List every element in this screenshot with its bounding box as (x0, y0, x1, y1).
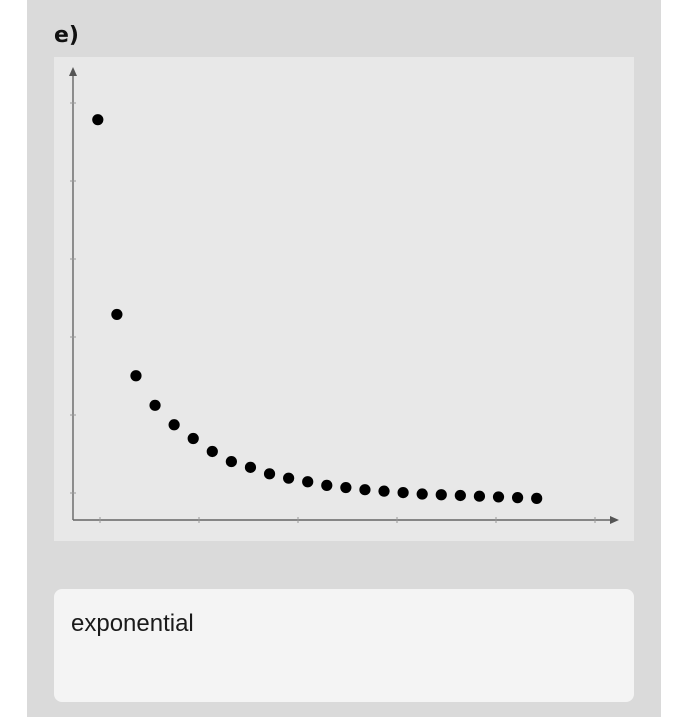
data-point (244, 461, 257, 473)
y-axis-arrow (69, 67, 77, 76)
answer-box[interactable]: exponential (54, 589, 634, 702)
data-point (187, 432, 199, 445)
scatter-plot-card (54, 57, 634, 541)
data-point (92, 114, 104, 126)
data-point (492, 491, 505, 503)
data-point (283, 472, 295, 484)
data-point (263, 468, 276, 480)
data-point (454, 489, 466, 502)
data-point (321, 479, 333, 491)
data-point (168, 419, 180, 431)
scatter-plot (69, 67, 619, 524)
data-point (111, 308, 123, 321)
data-point (149, 399, 161, 411)
data-point (206, 445, 218, 458)
data-point (473, 490, 486, 502)
data-point (511, 492, 524, 504)
answer-text: exponential (71, 610, 194, 637)
data-point (378, 485, 390, 497)
question-label: e) (54, 23, 79, 48)
data-point (359, 484, 371, 496)
data-point (130, 370, 142, 382)
data-point (225, 455, 237, 468)
data-point (397, 486, 409, 499)
data-point (416, 488, 428, 500)
data-point (340, 481, 352, 494)
data-point (302, 476, 314, 488)
data-point (435, 489, 447, 501)
x-axis-arrow (610, 516, 619, 524)
data-point (531, 492, 543, 504)
